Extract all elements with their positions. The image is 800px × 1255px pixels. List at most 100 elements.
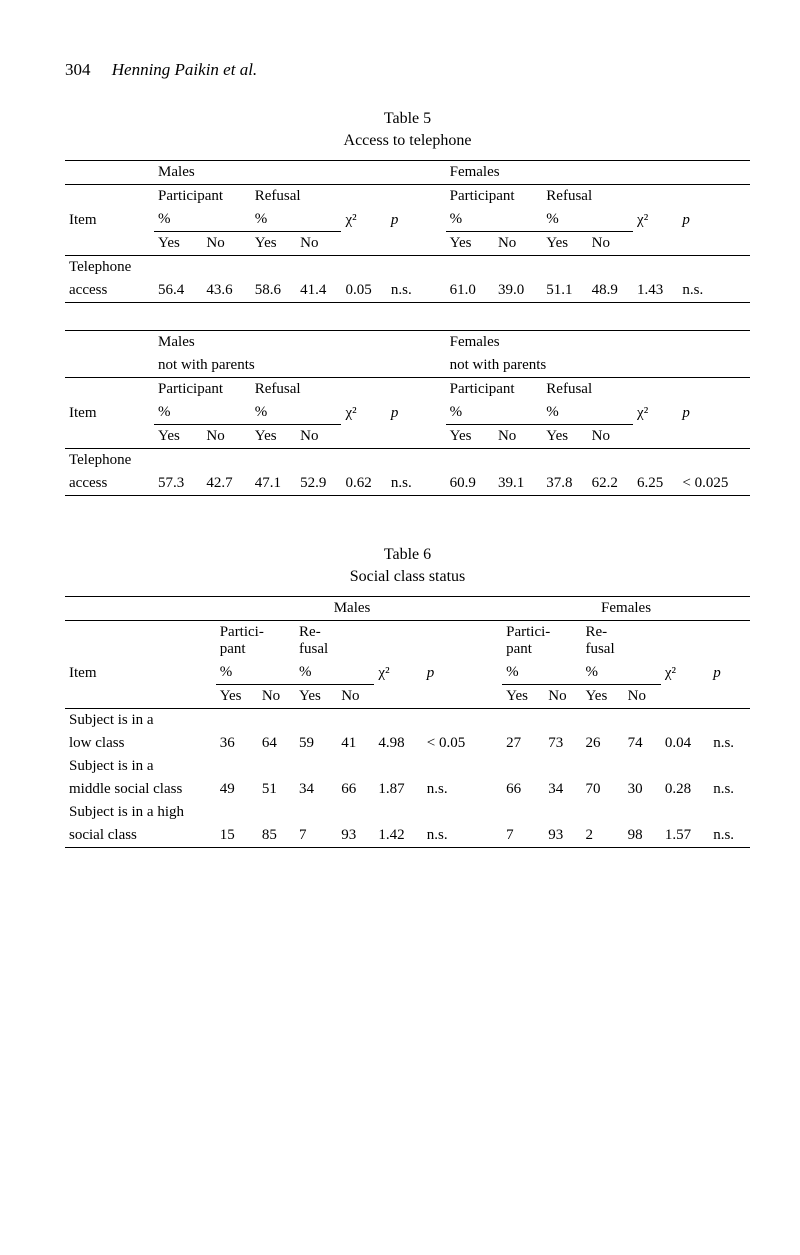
col-yes: Yes: [542, 425, 587, 449]
col-yes: Yes: [216, 685, 258, 709]
cell: 15: [216, 824, 258, 848]
row-label: Telephone: [65, 256, 154, 280]
col-item: Item: [65, 401, 154, 425]
col-no: No: [624, 685, 661, 709]
cell: 60.9: [446, 472, 494, 496]
cell: 1.42: [374, 824, 422, 848]
cell: 41.4: [296, 279, 341, 303]
table5-subtitle: Access to telephone: [65, 132, 750, 150]
col-females: Females: [502, 597, 750, 621]
cell: 36: [216, 732, 258, 755]
cell: n.s.: [387, 472, 425, 496]
col-p: p: [678, 401, 750, 425]
col-yes: Yes: [251, 232, 296, 256]
row-label: social class: [65, 824, 216, 848]
table6-title: Table 6: [65, 546, 750, 564]
cell: 26: [581, 732, 623, 755]
col-pct: %: [251, 401, 296, 425]
cell: n.s.: [423, 778, 489, 801]
table6-subtitle: Social class status: [65, 568, 750, 586]
cell: n.s.: [678, 279, 750, 303]
col-pct: %: [251, 208, 296, 232]
cell: 48.9: [588, 279, 633, 303]
cell: 52.9: [296, 472, 341, 496]
cell: 93: [544, 824, 581, 848]
row-label: Subject is in a high: [65, 801, 216, 824]
col-pct: %: [446, 401, 494, 425]
cell: 64: [258, 732, 295, 755]
cell: 0.04: [661, 732, 709, 755]
col-females: Females: [446, 161, 750, 185]
cell: 1.87: [374, 778, 422, 801]
col-participant: Partici-pant: [502, 621, 581, 662]
col-no: No: [337, 685, 374, 709]
cell: 7: [502, 824, 544, 848]
cell: 61.0: [446, 279, 494, 303]
col-participant: Participant: [154, 378, 251, 402]
col-females2: Females: [446, 331, 750, 355]
cell: 74: [624, 732, 661, 755]
col-p: p: [678, 208, 750, 232]
col-yes: Yes: [446, 425, 494, 449]
row-label: low class: [65, 732, 216, 755]
col-yes: Yes: [542, 232, 587, 256]
col-pct: %: [581, 661, 623, 685]
col-no: No: [296, 425, 341, 449]
table-6: Table 6 Social class status Males Female…: [65, 546, 750, 848]
col-item: Item: [65, 661, 216, 685]
cell: 1.43: [633, 279, 678, 303]
col-p: p: [387, 208, 425, 232]
cell: 39.1: [494, 472, 542, 496]
table5-title: Table 5: [65, 110, 750, 128]
col-refusal: Refusal: [542, 185, 633, 209]
col-pct: %: [542, 208, 587, 232]
col-participant: Participant: [154, 185, 251, 209]
cell: 0.05: [341, 279, 386, 303]
col-males: Males: [154, 161, 425, 185]
cell: n.s.: [709, 732, 750, 755]
col-p: p: [423, 661, 489, 685]
cell: 41: [337, 732, 374, 755]
row-label: middle social class: [65, 778, 216, 801]
col-yes: Yes: [154, 232, 202, 256]
table6-main: Males Females Partici-pant Re-fusal Part…: [65, 596, 750, 848]
cell: 85: [258, 824, 295, 848]
col-participant: Partici-pant: [216, 621, 295, 662]
cell: 47.1: [251, 472, 296, 496]
cell: 43.6: [202, 279, 250, 303]
authors: Henning Paikin et al.: [112, 60, 257, 79]
col-chi2: χ²: [374, 661, 422, 685]
col-chi2: χ²: [661, 661, 709, 685]
col-chi2: χ²: [341, 208, 386, 232]
col-pct: %: [216, 661, 258, 685]
cell: n.s.: [709, 778, 750, 801]
col-refusal: Re-fusal: [581, 621, 660, 662]
col-yes: Yes: [295, 685, 337, 709]
cell: 7: [295, 824, 337, 848]
col-p: p: [709, 661, 750, 685]
col-participant: Participant: [446, 378, 543, 402]
col-no: No: [202, 232, 250, 256]
col-yes: Yes: [446, 232, 494, 256]
page-header: 304 Henning Paikin et al.: [65, 60, 750, 80]
cell: < 0.025: [678, 472, 750, 496]
cell: < 0.05: [423, 732, 489, 755]
col-no: No: [494, 425, 542, 449]
col-no: No: [588, 232, 633, 256]
col-pct: %: [295, 661, 337, 685]
cell: 58.6: [251, 279, 296, 303]
cell: 73: [544, 732, 581, 755]
cell: 66: [502, 778, 544, 801]
cell: 2: [581, 824, 623, 848]
table5-part1: Males Females Participant Refusal Partic…: [65, 160, 750, 496]
cell: 34: [295, 778, 337, 801]
col-chi2: χ²: [633, 401, 678, 425]
row-label: Subject is in a: [65, 755, 216, 778]
row-label: access: [65, 472, 154, 496]
col-yes: Yes: [581, 685, 623, 709]
col-chi2: χ²: [341, 401, 386, 425]
cell: 51: [258, 778, 295, 801]
cell: 93: [337, 824, 374, 848]
cell: n.s.: [423, 824, 489, 848]
cell: 30: [624, 778, 661, 801]
